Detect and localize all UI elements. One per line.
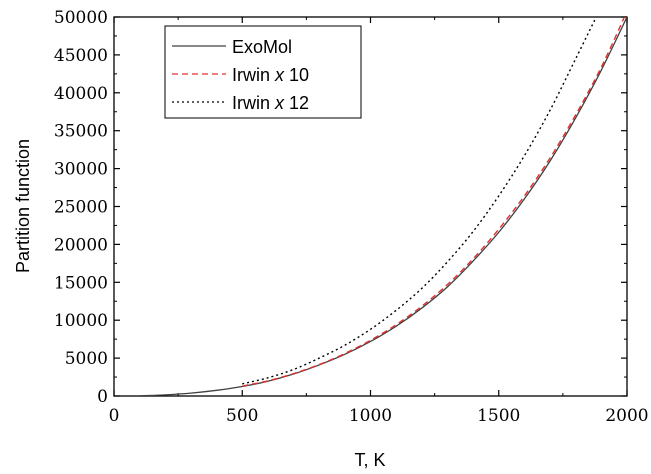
legend-label-exomol: ExoMol	[232, 37, 292, 57]
x-tick-label: 500	[226, 406, 258, 426]
x-axis-title: T, K	[354, 450, 385, 470]
x-tick-label: 1500	[477, 406, 520, 426]
legend-box	[164, 25, 362, 119]
y-tick-label: 0	[97, 387, 108, 407]
y-tick-label: 35000	[54, 122, 108, 142]
legend: ExoMol Irwin x 10 Irwin x 12	[164, 25, 362, 119]
legend-label-irwin-x-10: Irwin x 10	[232, 65, 309, 85]
x-tick-label: 1000	[349, 406, 392, 426]
y-tick-label: 25000	[54, 198, 108, 218]
y-tick-label: 10000	[54, 311, 108, 331]
y-tick-label: 45000	[54, 46, 108, 66]
series-line-exomol	[139, 17, 627, 396]
y-tick-label: 5000	[65, 349, 108, 369]
x-axis-ticks: 0 500 1000 1500 2000	[109, 17, 649, 426]
y-tick-label: 40000	[54, 84, 108, 104]
y-tick-label: 50000	[54, 8, 108, 28]
series-lines	[139, 17, 627, 396]
y-axis-title: Partition function	[13, 139, 33, 273]
series-line-irwin-x-10	[242, 17, 626, 387]
x-tick-label: 0	[109, 406, 120, 426]
y-axis-ticks: 0 5000 10000 15000 20000 25000 30000 35000 40000…	[54, 8, 627, 407]
y-tick-label: 30000	[54, 160, 108, 180]
x-tick-label: 2000	[605, 406, 648, 426]
y-tick-label: 20000	[54, 235, 108, 255]
series-line-irwin-x-12	[242, 17, 597, 385]
y-tick-label: 15000	[54, 273, 108, 293]
legend-label-irwin-x-12: Irwin x 12	[232, 93, 309, 113]
